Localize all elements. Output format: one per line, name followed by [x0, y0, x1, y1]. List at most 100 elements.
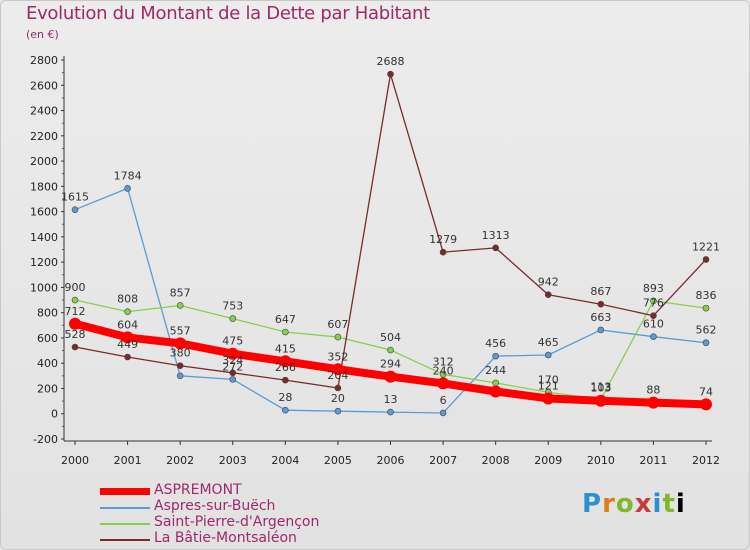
data-label: 647 — [275, 313, 296, 326]
data-point-0 — [647, 396, 660, 409]
y-tick-label: 800 — [37, 307, 58, 320]
data-point-0 — [542, 392, 555, 405]
data-label: 900 — [65, 281, 86, 294]
data-point-1 — [124, 185, 131, 192]
data-point-2 — [229, 315, 237, 322]
data-label: 1313 — [482, 229, 510, 242]
data-point-0 — [331, 363, 344, 376]
data-label: 712 — [65, 305, 86, 318]
y-tick-label: 2000 — [30, 155, 58, 168]
y-tick-label: 2800 — [30, 54, 58, 67]
data-point-1 — [439, 409, 447, 417]
data-label: 272 — [222, 360, 243, 373]
data-point-3 — [229, 369, 237, 377]
data-point-3 — [439, 248, 447, 256]
proxiti-logo: Proxiti — [582, 489, 686, 519]
data-label: 604 — [117, 318, 138, 331]
data-label: 504 — [380, 331, 401, 344]
data-point-1 — [702, 339, 710, 347]
data-label: 456 — [485, 337, 506, 350]
logo-letter: o — [615, 489, 635, 519]
data-point-0 — [384, 370, 397, 383]
data-point-2 — [334, 333, 342, 341]
legend-swatch — [100, 507, 150, 509]
data-point-3 — [71, 343, 79, 351]
y-tick-label: 400 — [37, 357, 58, 370]
data-point-2 — [176, 302, 184, 309]
data-point-2 — [387, 346, 394, 354]
data-point-3 — [650, 312, 657, 319]
y-tick-label: 200 — [37, 382, 58, 395]
y-tick-label: 2400 — [30, 105, 58, 118]
data-label: 88 — [646, 384, 660, 397]
data-label: 6 — [440, 394, 447, 407]
x-tick-label: 2000 — [61, 454, 89, 467]
x-tick-label: 2010 — [587, 454, 615, 467]
data-point-1 — [492, 352, 499, 360]
data-point-2 — [124, 308, 131, 315]
data-point-0 — [226, 347, 239, 360]
data-label: 20 — [331, 392, 345, 405]
data-point-2 — [650, 297, 657, 305]
y-tick-label: 2600 — [30, 79, 58, 92]
y-tick-label: 1000 — [30, 281, 58, 294]
data-point-1 — [387, 408, 394, 416]
data-point-1 — [282, 406, 289, 414]
data-label: 204 — [327, 369, 348, 382]
data-label: 74 — [699, 385, 713, 398]
data-label: 240 — [433, 364, 454, 377]
logo-letter: t — [662, 489, 676, 519]
x-tick-label: 2001 — [114, 454, 142, 467]
x-tick-label: 2004 — [271, 454, 299, 467]
x-tick-label: 2003 — [219, 454, 247, 467]
data-label: 103 — [590, 382, 611, 395]
x-tick-label: 2006 — [377, 454, 405, 467]
data-label: 942 — [538, 276, 559, 289]
legend-swatch — [100, 539, 150, 541]
data-point-0 — [121, 331, 134, 344]
logo-letter: i — [652, 489, 663, 519]
data-point-0 — [69, 317, 81, 330]
x-tick-label: 2012 — [692, 454, 720, 467]
x-tick-label: 2007 — [429, 454, 457, 467]
data-label: 867 — [590, 285, 611, 298]
data-point-0 — [489, 385, 502, 398]
y-tick-label: 600 — [37, 332, 58, 345]
data-point-3 — [492, 244, 499, 252]
data-point-1 — [544, 351, 552, 359]
x-tick-label: 2002 — [166, 454, 194, 467]
data-label: 449 — [117, 338, 138, 351]
data-label: 607 — [327, 318, 348, 331]
data-point-1 — [650, 333, 657, 340]
data-point-3 — [544, 291, 552, 299]
legend-swatch — [100, 488, 150, 495]
data-label: 1784 — [114, 169, 142, 182]
x-tick-label: 2009 — [534, 454, 562, 467]
data-label: 28 — [278, 391, 292, 404]
data-label: 352 — [327, 350, 348, 363]
data-point-0 — [279, 355, 292, 368]
y-tick-label: 1200 — [30, 256, 58, 269]
data-point-1 — [597, 326, 605, 334]
x-tick-label: 2005 — [324, 454, 352, 467]
data-label: 1221 — [692, 240, 720, 253]
data-label: 893 — [643, 282, 664, 295]
logo-letter: x — [634, 489, 653, 519]
data-point-1 — [229, 376, 237, 383]
data-label: 244 — [485, 364, 506, 377]
data-point-2 — [702, 304, 710, 312]
data-point-2 — [282, 328, 289, 336]
data-label: 113 — [590, 380, 611, 393]
data-point-3 — [597, 300, 605, 308]
x-tick-label: 2011 — [639, 454, 667, 467]
data-point-0 — [700, 398, 712, 411]
data-label: 808 — [117, 293, 138, 306]
data-label: 465 — [538, 336, 559, 349]
data-label: 294 — [380, 358, 401, 371]
y-tick-label: 1400 — [30, 231, 58, 244]
y-tick-label: -200 — [33, 433, 58, 446]
legend-label: ASPREMONT — [154, 482, 242, 498]
data-label: 2688 — [377, 55, 405, 68]
data-point-0 — [594, 394, 607, 407]
data-point-1 — [71, 206, 79, 214]
